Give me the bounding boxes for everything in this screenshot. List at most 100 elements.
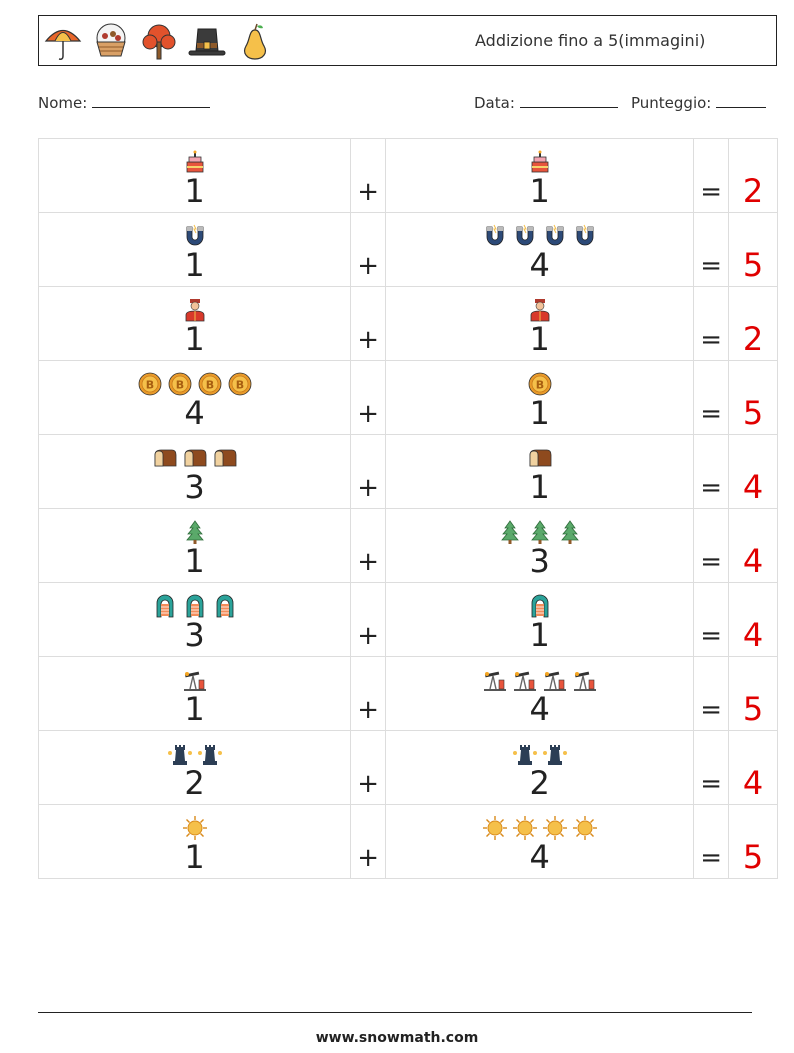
equals-sign: =	[700, 621, 723, 651]
name-line[interactable]	[92, 93, 211, 108]
table-row: 1 +4 = 5	[37, 804, 778, 879]
result-cell[interactable]: 4	[728, 582, 778, 657]
result-value: 2	[742, 172, 764, 210]
addend-a-cell: 4	[37, 360, 352, 435]
plus-cell: +	[350, 360, 387, 435]
addend-b: 1	[529, 468, 550, 506]
header-box: Addizione fino a 5(immagini)	[38, 15, 777, 66]
sun-icon	[482, 815, 508, 841]
pear-icon	[235, 22, 275, 62]
addend-b-cell: 1	[385, 434, 695, 509]
equals-cell: =	[693, 212, 730, 287]
table-row: 1 +1 = 2	[37, 138, 778, 213]
result-cell[interactable]: 5	[728, 656, 778, 731]
plus-cell: +	[350, 508, 387, 583]
addend-a-cell: 3	[37, 582, 352, 657]
plus-sign: +	[357, 251, 379, 281]
result-cell[interactable]: 5	[728, 360, 778, 435]
plus-sign: +	[357, 843, 379, 873]
name-field[interactable]: Nome:	[38, 93, 211, 112]
plus-sign: +	[357, 547, 379, 577]
table-row: 4 +1 = 5	[37, 360, 778, 435]
table-row: 1 +3 = 4	[37, 508, 778, 583]
addend-b: 1	[529, 616, 550, 654]
addend-a: 1	[184, 542, 205, 580]
equals-sign: =	[700, 843, 723, 873]
addend-a-cell: 1	[37, 508, 352, 583]
result-cell[interactable]: 4	[728, 508, 778, 583]
exercise-table: 1 +1 = 2 1 +4 = 5 1 +1 = 2 4 +1 = 5 3 +1 = 4 1 +3 = 4 3 +1 = 4 1 +4 = 5…	[37, 138, 778, 879]
result-cell[interactable]: 2	[728, 138, 778, 213]
addend-a-cell: 1	[37, 138, 352, 213]
result-value: 5	[742, 690, 764, 728]
addend-b-cell: 3	[385, 508, 695, 583]
table-row: 1 +4 = 5	[37, 656, 778, 731]
addend-a: 4	[184, 394, 205, 432]
addend-a: 2	[184, 764, 205, 802]
addend-b: 3	[529, 542, 550, 580]
date-line[interactable]	[519, 93, 618, 108]
addend-a-cell: 1	[37, 656, 352, 731]
equals-cell: =	[693, 360, 730, 435]
equals-cell: =	[693, 582, 730, 657]
equals-cell: =	[693, 730, 730, 805]
oil-pump-icon	[572, 667, 598, 693]
plus-sign: +	[357, 177, 379, 207]
addend-a: 3	[184, 616, 205, 654]
result-value: 4	[742, 542, 764, 580]
addend-b-cell: 4	[385, 804, 695, 879]
date-field[interactable]: Data:	[474, 93, 618, 112]
addend-b: 1	[529, 172, 550, 210]
equals-cell: =	[693, 656, 730, 731]
worksheet-title: Addizione fino a 5(immagini)	[475, 31, 706, 50]
addend-b: 1	[529, 320, 550, 358]
result-cell[interactable]: 4	[728, 434, 778, 509]
boat-icon	[212, 593, 238, 619]
addend-a-cell: 1	[37, 212, 352, 287]
magnet-icon	[482, 223, 508, 249]
footer-site: www.snowmath.com	[315, 1030, 479, 1046]
pine-tree-icon	[557, 519, 583, 545]
addend-b-cell: 1	[385, 582, 695, 657]
result-cell[interactable]: 4	[728, 730, 778, 805]
plus-sign: +	[357, 621, 379, 651]
plus-sign: +	[357, 695, 379, 725]
magnet-icon	[572, 223, 598, 249]
addend-a: 1	[184, 690, 205, 728]
result-cell[interactable]: 5	[728, 804, 778, 879]
plus-cell: +	[350, 434, 387, 509]
equals-sign: =	[700, 473, 723, 503]
plus-sign: +	[357, 769, 379, 799]
equals-cell: =	[693, 286, 730, 361]
addend-b: 4	[529, 246, 550, 284]
pine-tree-icon	[497, 519, 523, 545]
addend-a: 1	[184, 172, 205, 210]
plus-sign: +	[357, 473, 379, 503]
plus-cell: +	[350, 656, 387, 731]
addend-b-cell: 4	[385, 656, 695, 731]
plus-cell: +	[350, 212, 387, 287]
result-cell[interactable]: 5	[728, 212, 778, 287]
equals-sign: =	[700, 251, 723, 281]
pilgrim-hat-icon	[187, 22, 227, 62]
addend-a: 1	[184, 246, 205, 284]
addend-a: 3	[184, 468, 205, 506]
result-value: 4	[742, 616, 764, 654]
addend-a-cell: 3	[37, 434, 352, 509]
addend-a-cell: 1	[37, 286, 352, 361]
result-value: 2	[742, 320, 764, 358]
equals-sign: =	[700, 399, 723, 429]
plus-cell: +	[350, 730, 387, 805]
table-row: 3 +1 = 4	[37, 434, 778, 509]
result-value: 5	[742, 394, 764, 432]
score-field[interactable]: Punteggio:	[631, 93, 767, 112]
equals-sign: =	[700, 547, 723, 577]
score-line[interactable]	[716, 93, 767, 108]
result-cell[interactable]: 2	[728, 286, 778, 361]
addend-a: 1	[184, 838, 205, 876]
equals-sign: =	[700, 177, 723, 207]
equals-sign: =	[700, 769, 723, 799]
tree-icon	[139, 22, 179, 62]
equals-sign: =	[700, 325, 723, 355]
footer-divider	[38, 1012, 752, 1013]
